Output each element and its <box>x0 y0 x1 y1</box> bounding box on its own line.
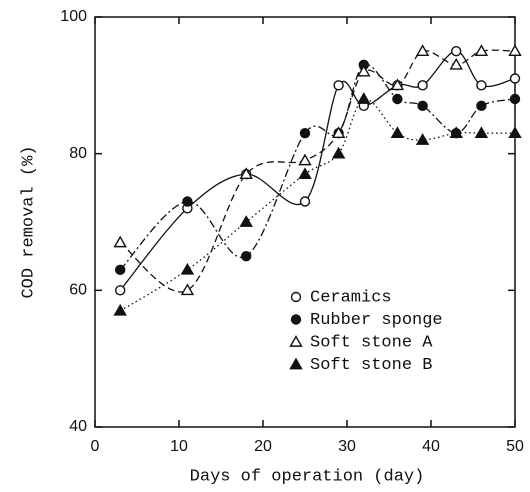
marker <box>451 45 462 57</box>
marker <box>392 93 403 105</box>
marker <box>182 196 193 207</box>
marker <box>240 250 252 262</box>
legend-label: Rubber sponge <box>310 311 443 330</box>
marker <box>508 126 522 138</box>
marker <box>331 146 346 159</box>
marker <box>357 92 371 104</box>
x-tick-label: 50 <box>506 438 524 455</box>
legend-label: Ceramics <box>310 288 392 307</box>
marker <box>476 100 487 112</box>
series-line <box>119 49 516 293</box>
series-line <box>119 98 515 312</box>
marker <box>474 126 489 138</box>
marker <box>417 80 428 91</box>
series-line <box>119 50 516 291</box>
marker <box>415 133 430 145</box>
marker <box>114 264 126 276</box>
marker <box>449 57 463 70</box>
marker <box>357 64 371 77</box>
marker <box>417 100 428 112</box>
marker <box>415 44 430 56</box>
marker <box>508 44 522 56</box>
marker <box>113 303 127 316</box>
marker <box>180 283 195 296</box>
y-tick-label: 80 <box>69 145 87 162</box>
marker <box>449 126 463 138</box>
y-tick-label: 40 <box>69 418 87 435</box>
x-tick-label: 40 <box>422 438 440 455</box>
x-tick-label: 20 <box>254 438 272 455</box>
series-line <box>119 63 516 271</box>
marker <box>299 196 311 207</box>
legend-marker <box>290 291 302 303</box>
legend-marker <box>289 335 303 347</box>
marker <box>298 167 312 179</box>
marker <box>333 80 344 91</box>
x-tick-label: 0 <box>91 438 100 455</box>
marker <box>476 80 487 91</box>
x-tick-label: 30 <box>338 438 356 455</box>
marker <box>180 262 195 275</box>
legend-marker <box>290 314 302 325</box>
x-tick-label: 10 <box>170 438 188 455</box>
y-axis-label: COD removal (%) <box>19 145 38 298</box>
marker <box>509 93 521 105</box>
marker <box>239 215 253 227</box>
marker <box>239 167 253 179</box>
y-tick-label: 60 <box>69 282 87 299</box>
marker <box>390 126 405 138</box>
x-axis-label: Days of operation (day) <box>190 467 425 486</box>
marker <box>114 285 126 296</box>
marker <box>113 235 127 248</box>
marker <box>390 78 405 91</box>
y-tick-label: 100 <box>60 8 87 25</box>
marker <box>509 73 521 84</box>
legend-marker <box>289 357 303 370</box>
legend-label: Soft stone B <box>310 356 432 375</box>
marker <box>299 127 311 139</box>
plot-frame <box>94 16 516 428</box>
legend-label: Soft stone A <box>310 333 433 352</box>
marker <box>298 153 312 166</box>
marker <box>474 44 489 56</box>
marker <box>331 126 346 138</box>
